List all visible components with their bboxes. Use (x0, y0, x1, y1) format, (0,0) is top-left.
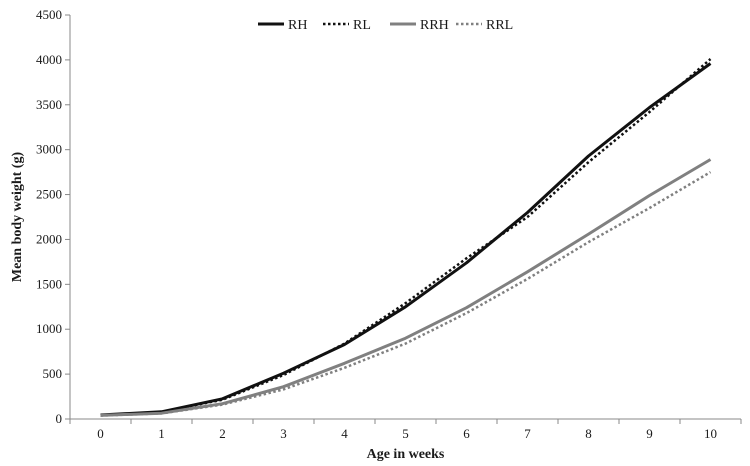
y-tick-label: 500 (43, 366, 63, 381)
x-tick-label: 2 (219, 426, 226, 441)
y-tick-label: 2500 (36, 187, 62, 202)
x-tick-label: 0 (97, 426, 104, 441)
y-tick-label: 2000 (36, 231, 62, 246)
legend-label-rh: RH (288, 18, 307, 33)
x-axis-title: Age in weeks (367, 447, 445, 462)
legend-label-rl: RL (353, 18, 371, 33)
y-tick-label: 3500 (36, 97, 62, 112)
y-axis-title: Mean body weight (g) (10, 152, 25, 283)
x-tick-label: 4 (341, 426, 348, 441)
x-tick-label: 3 (280, 426, 287, 441)
legend-label-rrl: RRL (486, 18, 513, 33)
x-tick-label: 8 (585, 426, 592, 441)
series-line-rl (100, 58, 712, 417)
series-line-rrl (100, 171, 712, 417)
series-lines (100, 58, 712, 417)
y-tick-label: 4000 (36, 52, 62, 67)
axes (65, 14, 742, 424)
x-tick-label: 7 (524, 426, 531, 441)
y-tick-label: 1500 (36, 276, 62, 291)
x-tick-label: 9 (646, 426, 653, 441)
y-tick-label: 0 (56, 411, 63, 426)
y-tick-label: 1000 (36, 321, 62, 336)
tick-labels: 0 500 1000 1500 2000 2500 3000 3500 4000 4500 0 1 2 3… (36, 7, 717, 441)
x-tick-label: 10 (704, 426, 717, 441)
legend: RH RL RRH RRL (258, 18, 513, 33)
x-tick-label: 6 (463, 426, 470, 441)
x-tick-label: 1 (158, 426, 165, 441)
series-line-rh (100, 62, 712, 417)
y-tick-label: 4500 (36, 7, 62, 22)
x-tick-label: 5 (402, 426, 409, 441)
legend-label-rrh: RRH (420, 18, 449, 33)
y-tick-label: 3000 (36, 142, 62, 157)
series-line-rrh (100, 158, 712, 417)
